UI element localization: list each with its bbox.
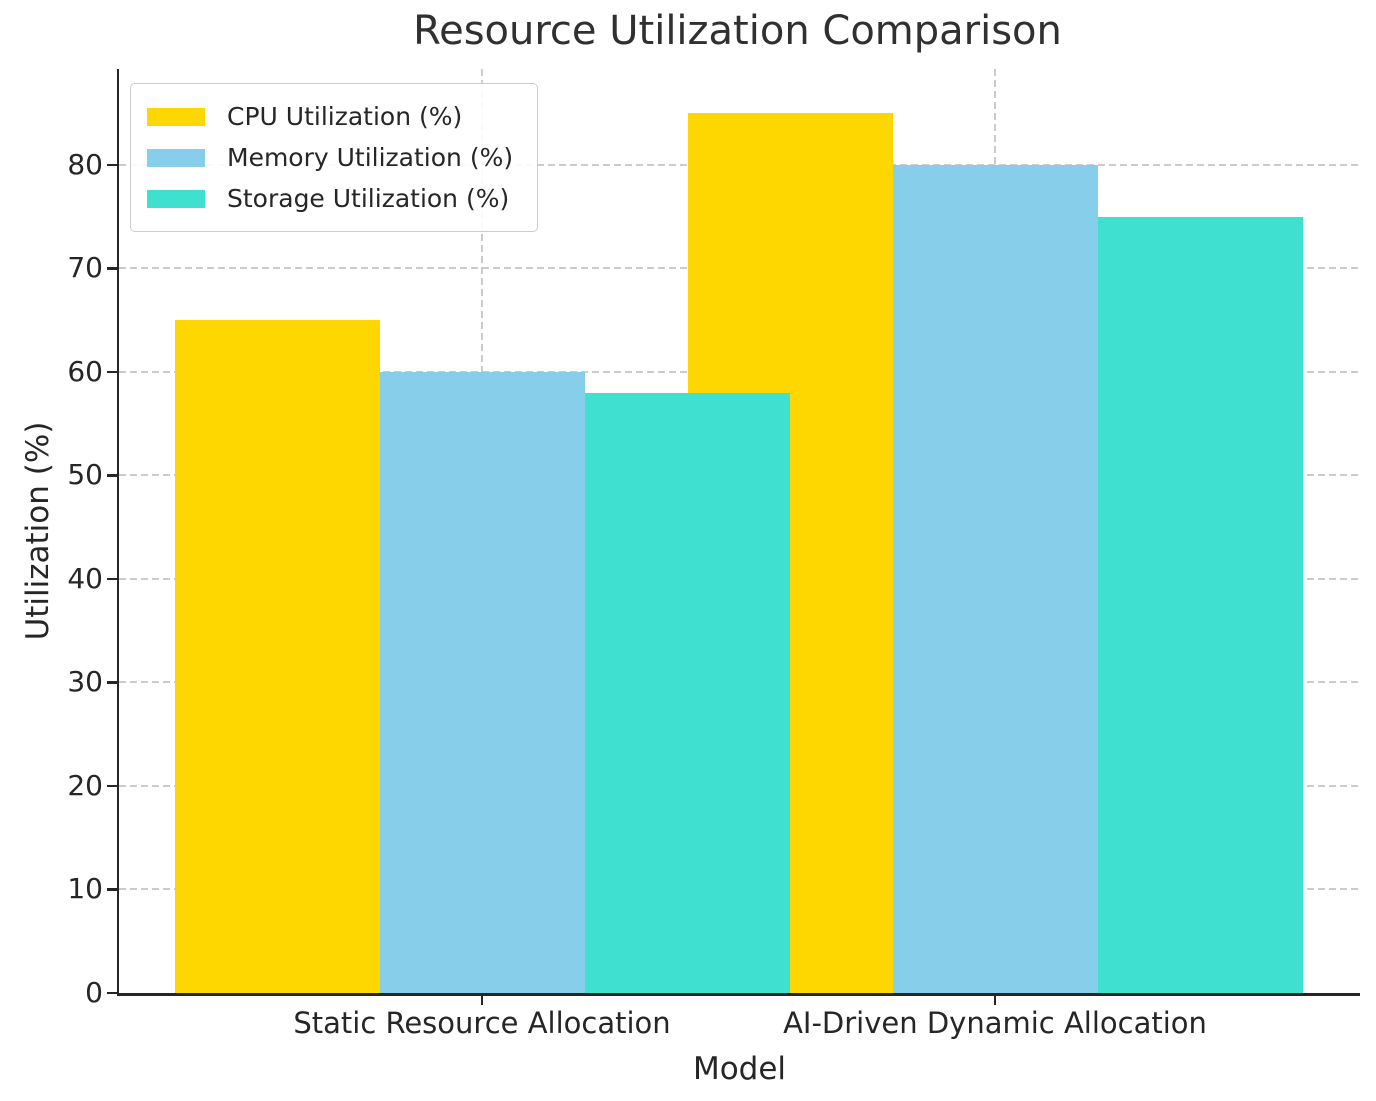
bar-cpu-0 (174, 320, 380, 993)
y-tick-mark (107, 577, 119, 581)
plot-area: Utilization (%) Model CPU Utilization (%… (20, 69, 1360, 1087)
legend: CPU Utilization (%) Memory Utilization (… (130, 83, 539, 232)
y-tick-label: 10 (67, 872, 103, 906)
y-tick-mark (107, 681, 119, 684)
x-axis-label: Model (692, 1051, 787, 1087)
legend-item-cpu: CPU Utilization (%) (147, 96, 513, 137)
bar-memory-0 (379, 371, 585, 993)
y-tick-label: 50 (67, 458, 103, 492)
legend-swatch-storage (147, 189, 205, 208)
y-tick-label: 20 (67, 768, 103, 802)
x-tick-label: AI-Driven Dynamic Allocation (783, 1006, 1207, 1040)
legend-label: Memory Utilization (%) (227, 143, 514, 172)
legend-label: Storage Utilization (%) (227, 184, 510, 213)
legend-swatch-memory (147, 148, 205, 167)
legend-item-storage: Storage Utilization (%) (147, 178, 513, 219)
y-tick-mark (107, 163, 119, 167)
y-tick-label: 80 (67, 147, 103, 181)
y-tick-label: 70 (67, 251, 103, 285)
x-tick-mark (993, 996, 997, 1005)
y-tick-mark (107, 474, 119, 477)
y-tick-label: 60 (67, 354, 103, 388)
y-tick-mark (107, 784, 119, 788)
y-tick-mark (107, 267, 119, 270)
legend-swatch-cpu (147, 107, 205, 126)
legend-item-memory: Memory Utilization (%) (147, 137, 513, 178)
chart-title: Resource Utilization Comparison (413, 8, 1062, 54)
bar-storage-1 (1097, 216, 1303, 993)
y-tick-mark (107, 370, 119, 374)
y-tick-label: 0 (85, 976, 103, 1009)
bar-storage-0 (584, 392, 790, 993)
y-tick-label: 40 (67, 561, 103, 595)
y-axis-label: Utilization (%) (20, 421, 56, 641)
bar-memory-1 (892, 164, 1098, 993)
y-tick-mark (107, 888, 119, 891)
x-tick-mark (480, 996, 484, 1005)
legend-label: CPU Utilization (%) (227, 102, 463, 131)
x-tick-label: Static Resource Allocation (293, 1006, 671, 1040)
y-tick-label: 30 (67, 665, 103, 699)
y-tick-mark (107, 991, 119, 995)
